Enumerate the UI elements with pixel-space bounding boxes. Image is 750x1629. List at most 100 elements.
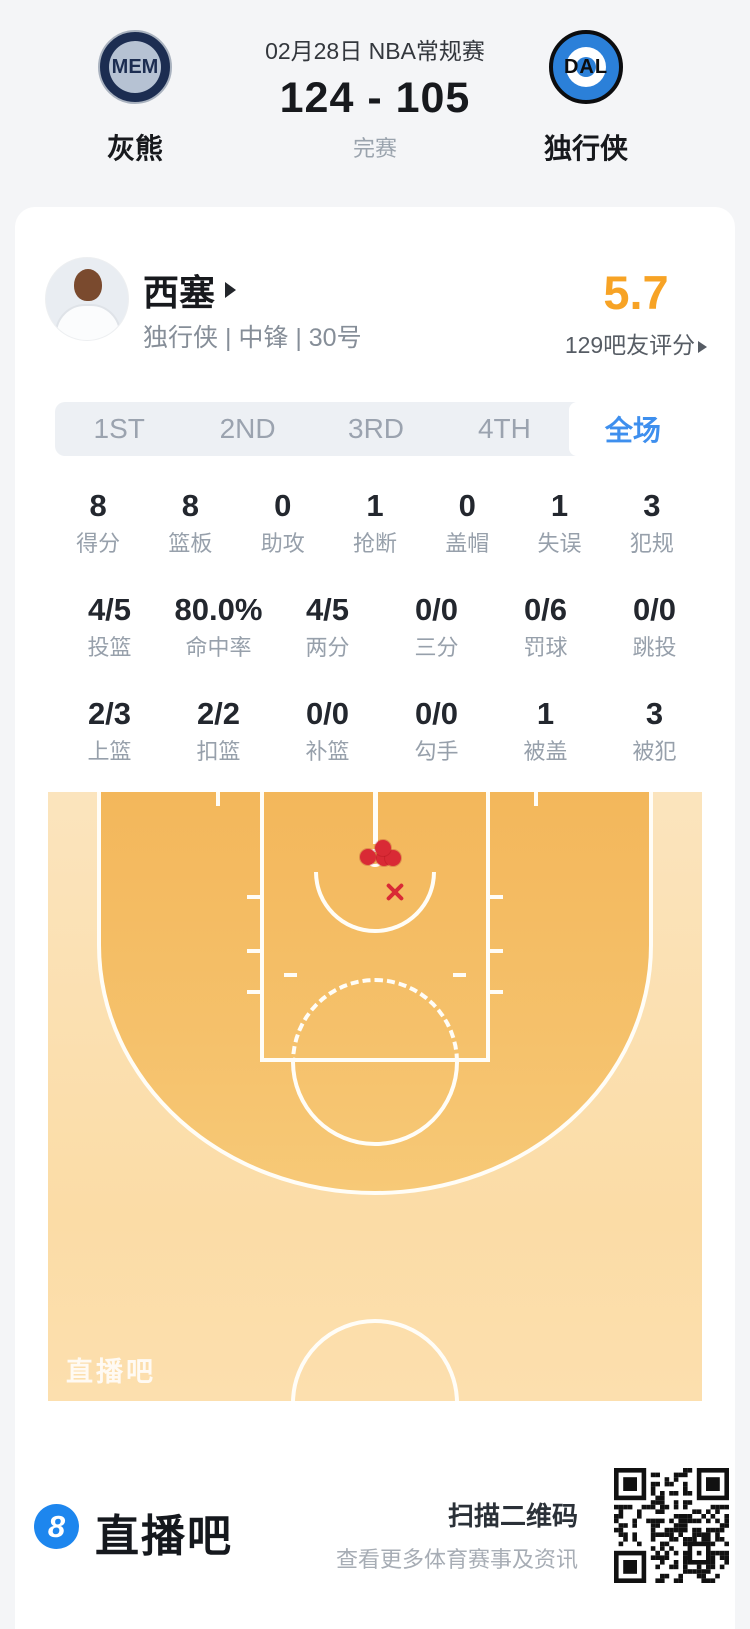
stat-投篮: 4/5 投篮 xyxy=(55,592,164,660)
stat-犯规: 3 犯规 xyxy=(606,488,698,556)
player-avatar xyxy=(45,257,129,341)
tab-2ND[interactable]: 2ND xyxy=(219,413,276,444)
away-team-name: 独行侠 xyxy=(543,133,628,164)
expand-arrow-icon xyxy=(698,341,708,353)
logo-inner-disc xyxy=(109,41,161,93)
lane-hash-mark xyxy=(490,949,503,953)
baseline-tick xyxy=(216,792,220,806)
stats-row: 2/3 上篮 2/2 扣篮 0/0 补篮 0/0 勾手 1 被盖 3 被犯 xyxy=(55,696,709,764)
stat-label: 罚球 xyxy=(523,635,568,660)
tab-3RD[interactable]: 3RD xyxy=(348,413,405,444)
stat-助攻: 0 助攻 xyxy=(237,488,329,556)
avatar-jersey xyxy=(55,304,121,340)
stat-value: 80.0% xyxy=(174,592,263,627)
stat-value: 0/0 xyxy=(632,592,677,627)
game-score: 124 - 105 xyxy=(279,74,471,122)
stat-value: 0/6 xyxy=(523,592,568,627)
stat-被盖: 1 被盖 xyxy=(491,696,600,764)
stat-label: 扣篮 xyxy=(196,739,241,764)
logo-center-dot xyxy=(576,57,596,77)
stat-补篮: 0/0 补篮 xyxy=(273,696,382,764)
stat-label: 盖帽 xyxy=(445,531,490,556)
lane-hash-mark xyxy=(490,990,503,994)
stat-label: 得分 xyxy=(76,531,121,556)
period-tab-bar: 1ST 2ND 3RD 4TH 全场 xyxy=(55,402,698,456)
lane-hash-mark xyxy=(247,949,260,953)
made-shot-marker xyxy=(375,840,391,856)
stat-得分: 8 得分 xyxy=(52,488,144,556)
stat-命中率: 80.0% 命中率 xyxy=(164,592,273,660)
avatar-head xyxy=(74,269,102,301)
stat-罚球: 0/6 罚球 xyxy=(491,592,600,660)
stat-盖帽: 0 盖帽 xyxy=(421,488,513,556)
stat-label: 失误 xyxy=(537,531,582,556)
half-court-circle xyxy=(291,1319,459,1401)
stat-label: 篮板 xyxy=(168,531,213,556)
stat-value: 0/0 xyxy=(414,696,459,731)
stat-value: 8 xyxy=(181,488,200,523)
stat-label: 助攻 xyxy=(260,531,305,556)
stat-抢断: 1 抢断 xyxy=(329,488,421,556)
made-shot-marker xyxy=(385,850,401,866)
stat-label: 被盖 xyxy=(523,739,568,764)
stats-row: 4/5 投篮 80.0% 命中率 4/5 两分 0/0 三分 0/6 罚球 0/0 跳投 xyxy=(55,592,709,660)
stat-篮板: 8 篮板 xyxy=(144,488,236,556)
tab-4TH[interactable]: 4TH xyxy=(477,413,531,444)
player-name: 西塞 xyxy=(143,272,216,313)
stat-扣篮: 2/2 扣篮 xyxy=(164,696,273,764)
stat-label: 两分 xyxy=(305,635,350,660)
rating-note-text: 129吧友评分 xyxy=(564,332,696,358)
game-date-label: 02月28日 NBA常规赛 xyxy=(265,38,485,64)
home-team-logo: MEM xyxy=(98,30,172,104)
stat-label: 被犯 xyxy=(632,739,677,764)
stat-三分: 0/0 三分 xyxy=(382,592,491,660)
stat-value: 1 xyxy=(366,488,384,523)
brand-logo-icon: 8 xyxy=(34,1504,79,1549)
stat-上篮: 2/3 上篮 xyxy=(55,696,164,764)
rating-block[interactable]: 5.7 129吧友评分 xyxy=(546,268,726,360)
missed-shot-marker xyxy=(384,881,406,903)
stat-value: 4/5 xyxy=(87,592,132,627)
stat-跳投: 0/0 跳投 xyxy=(600,592,709,660)
stat-value: 2/3 xyxy=(87,696,132,731)
stat-label: 勾手 xyxy=(414,739,459,764)
expand-arrow-icon xyxy=(225,282,237,298)
basket-center-line xyxy=(373,792,378,844)
tab-1ST[interactable]: 1ST xyxy=(93,413,145,444)
court-watermark: 直播吧 xyxy=(66,1357,156,1387)
player-meta: 独行侠 | 中锋 | 30号 xyxy=(143,324,362,352)
stat-label: 上篮 xyxy=(87,739,132,764)
lane-hash-mark xyxy=(490,895,503,899)
stat-label: 投篮 xyxy=(87,635,132,660)
lane-hash-mark xyxy=(247,895,260,899)
game-status: 完赛 xyxy=(352,136,397,161)
player-name-row[interactable]: 西塞 xyxy=(143,270,237,313)
qr-caption: 扫描二维码 查看更多体育赛事及资讯 xyxy=(300,1496,578,1574)
stat-value: 0 xyxy=(274,488,292,523)
away-team-abbr: DAL xyxy=(563,56,609,78)
stat-勾手: 0/0 勾手 xyxy=(382,696,491,764)
stat-value: 8 xyxy=(89,488,107,523)
stat-label: 犯规 xyxy=(629,531,674,556)
tab-全场[interactable]: 全场 xyxy=(568,402,698,456)
stat-value: 1 xyxy=(550,488,569,523)
rating-value: 5.7 xyxy=(603,266,669,319)
stat-label: 抢断 xyxy=(352,531,397,556)
stat-被犯: 3 被犯 xyxy=(600,696,709,764)
shot-chart-court: 直播吧 xyxy=(48,792,702,1401)
stats-row: 8 得分 8 篮板 0 助攻 1 抢断 0 盖帽 1 失误 3 犯规 xyxy=(52,488,698,556)
lane-hash-mark xyxy=(247,990,260,994)
stat-value: 4/5 xyxy=(305,592,350,627)
elbow-dash xyxy=(284,973,297,977)
stat-value: 0 xyxy=(458,488,476,523)
stat-失误: 1 失误 xyxy=(513,488,605,556)
stat-label: 命中率 xyxy=(185,635,252,660)
away-team-logo: DAL xyxy=(549,30,623,104)
stat-value: 0/0 xyxy=(414,592,459,627)
qr-subtitle: 查看更多体育赛事及资讯 xyxy=(335,1547,578,1572)
home-team-abbr: MEM xyxy=(111,56,159,78)
made-shot-marker xyxy=(360,849,376,865)
rating-note: 129吧友评分 xyxy=(546,326,726,360)
stat-value: 0/0 xyxy=(305,696,350,731)
